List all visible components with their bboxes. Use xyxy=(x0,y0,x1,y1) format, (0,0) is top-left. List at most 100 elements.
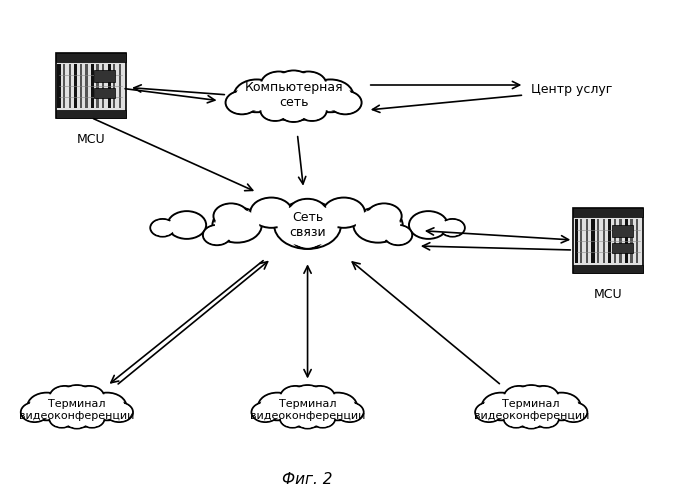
Circle shape xyxy=(213,204,249,229)
Circle shape xyxy=(506,390,556,426)
Circle shape xyxy=(544,394,579,419)
Circle shape xyxy=(280,102,307,121)
Circle shape xyxy=(292,385,323,407)
Bar xyxy=(96,64,99,108)
Circle shape xyxy=(297,100,326,121)
Circle shape xyxy=(215,209,259,241)
Circle shape xyxy=(215,204,247,228)
Circle shape xyxy=(253,404,278,421)
Bar xyxy=(603,218,605,262)
Circle shape xyxy=(152,220,174,236)
Bar xyxy=(57,64,61,108)
Circle shape xyxy=(233,80,280,112)
Circle shape xyxy=(250,198,292,228)
Circle shape xyxy=(263,73,295,96)
Bar xyxy=(575,218,578,262)
Circle shape xyxy=(279,101,308,122)
Circle shape xyxy=(290,72,326,98)
Circle shape xyxy=(261,72,297,98)
Circle shape xyxy=(310,410,335,428)
Circle shape xyxy=(331,92,360,113)
Circle shape xyxy=(282,387,309,406)
Circle shape xyxy=(542,392,581,420)
Circle shape xyxy=(49,388,105,428)
Circle shape xyxy=(274,201,341,249)
Circle shape xyxy=(312,411,334,427)
Circle shape xyxy=(329,91,361,114)
Circle shape xyxy=(282,390,333,426)
Bar xyxy=(614,218,616,262)
Circle shape xyxy=(505,387,533,406)
Bar xyxy=(612,242,633,253)
Bar xyxy=(91,64,94,108)
Bar xyxy=(619,218,621,262)
Circle shape xyxy=(226,91,258,114)
Circle shape xyxy=(338,404,362,421)
Circle shape xyxy=(50,410,74,428)
Circle shape xyxy=(384,225,412,245)
Circle shape xyxy=(81,411,103,427)
Circle shape xyxy=(280,388,336,428)
Bar xyxy=(108,64,111,108)
Circle shape xyxy=(503,388,559,428)
Bar xyxy=(597,218,599,262)
Circle shape xyxy=(22,404,47,421)
Circle shape xyxy=(482,392,521,420)
Circle shape xyxy=(520,412,542,428)
Bar xyxy=(56,52,126,62)
Circle shape xyxy=(278,72,310,95)
Bar xyxy=(63,64,65,108)
Text: Терминал
видеоконференции: Терминал видеоконференции xyxy=(250,399,366,421)
Circle shape xyxy=(29,394,64,419)
Circle shape xyxy=(306,387,333,406)
Text: Фиг. 2: Фиг. 2 xyxy=(282,472,333,488)
Bar xyxy=(56,52,126,118)
Bar xyxy=(56,110,126,118)
Bar xyxy=(586,218,588,262)
Circle shape xyxy=(288,199,327,226)
Circle shape xyxy=(87,392,127,420)
Circle shape xyxy=(281,411,303,427)
Bar xyxy=(573,208,643,272)
Bar xyxy=(94,88,115,98)
Bar xyxy=(94,70,115,82)
Circle shape xyxy=(323,198,365,228)
Circle shape xyxy=(261,74,326,121)
Circle shape xyxy=(204,226,230,244)
Bar xyxy=(591,218,595,262)
Circle shape xyxy=(366,204,402,229)
Circle shape xyxy=(505,411,527,427)
Circle shape xyxy=(51,387,78,406)
Circle shape xyxy=(62,385,92,407)
Circle shape xyxy=(385,226,411,244)
Circle shape xyxy=(517,386,545,406)
Circle shape xyxy=(534,410,559,428)
Circle shape xyxy=(261,100,290,121)
Circle shape xyxy=(262,101,289,120)
Circle shape xyxy=(252,199,290,226)
Circle shape xyxy=(535,411,558,427)
Circle shape xyxy=(80,410,104,428)
Circle shape xyxy=(320,394,355,419)
Text: Терминал
видеоконференции: Терминал видеоконференции xyxy=(19,399,135,421)
Circle shape xyxy=(64,411,89,428)
Circle shape xyxy=(477,404,501,421)
Circle shape xyxy=(50,411,73,427)
Bar xyxy=(113,64,115,108)
Bar xyxy=(80,64,82,108)
Circle shape xyxy=(66,412,88,428)
Circle shape xyxy=(318,392,357,420)
Circle shape xyxy=(260,394,295,419)
Circle shape xyxy=(294,386,322,406)
Bar xyxy=(630,218,633,262)
Text: Сеть
связи: Сеть связи xyxy=(289,211,326,239)
Circle shape xyxy=(409,211,448,239)
Circle shape xyxy=(89,394,124,419)
Circle shape xyxy=(107,404,131,421)
Circle shape xyxy=(258,392,297,420)
Circle shape xyxy=(291,226,324,248)
Bar xyxy=(102,64,104,108)
Bar xyxy=(119,64,121,108)
Bar xyxy=(74,64,78,108)
Circle shape xyxy=(212,208,261,242)
